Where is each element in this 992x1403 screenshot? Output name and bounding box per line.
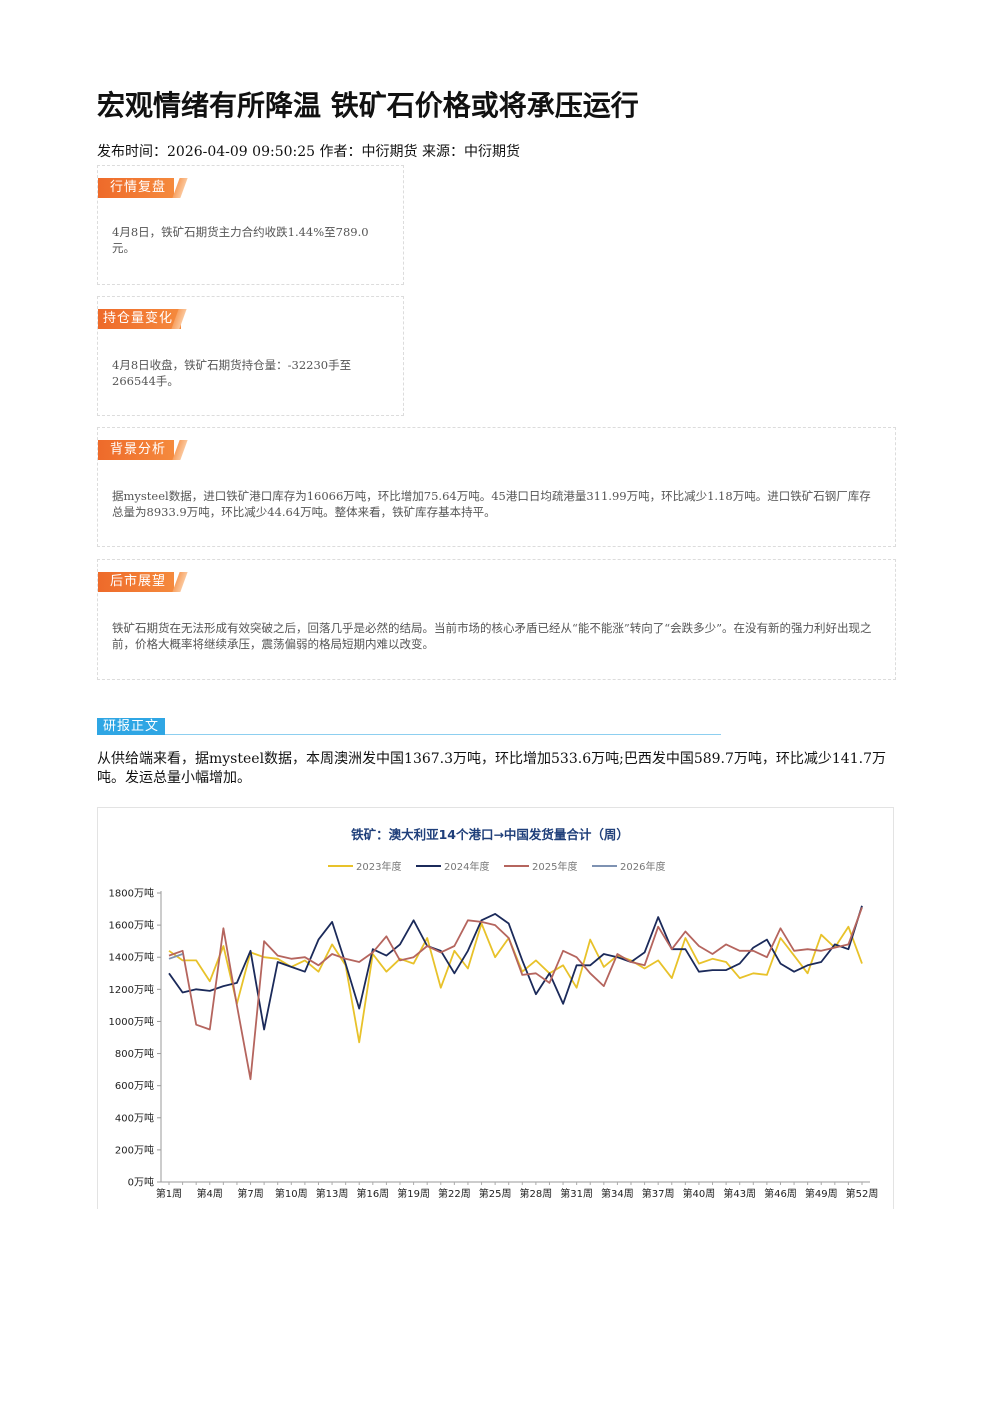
x-tick-label: 第22周 — [438, 1187, 471, 1200]
section-text: 4月8日收盘，铁矿石期货持仓量：-32230手至266544手。 — [112, 358, 352, 388]
shipment-line-chart: 铁矿：澳大利亚14个港口→中国发货量合计（周） 2023年度 2024年度 2025… — [109, 827, 879, 1201]
chart-frame: 铁矿：澳大利亚14个港口→中国发货量合计（周） 2023年度 2024年度 2025… — [97, 807, 894, 1209]
y-tick-label: 1600万吨 — [109, 919, 154, 932]
chart-legend: 2023年度 2024年度 2025年度 2026年度 — [328, 860, 665, 873]
x-tick-label: 第37周 — [642, 1187, 675, 1200]
legend-label: 2025年度 — [532, 860, 577, 873]
legend-item: 2025年度 — [504, 860, 577, 873]
chart-title: 铁矿：澳大利亚14个港口→中国发货量合计（周） — [351, 827, 629, 842]
section-text: 铁矿石期货在无法形成有效突破之后，回落几乎是必然的结局。当前市场的核心矛盾已经从… — [112, 621, 872, 651]
x-tick-label: 第46周 — [764, 1187, 797, 1200]
legend-label: 2024年度 — [444, 860, 489, 873]
article-meta: 发布时间：2026-04-09 09:50:25 作者：中衍期货 来源：中衍期货 — [97, 144, 520, 160]
legend-label: 2026年度 — [620, 860, 665, 873]
y-tick-label: 400万吨 — [115, 1111, 154, 1124]
section-text: 4月8日，铁矿石期货主力合约收跌1.44%至789.0元。 — [112, 225, 369, 255]
x-tick-label: 第40周 — [683, 1187, 716, 1200]
x-tick-label: 第16周 — [356, 1187, 389, 1200]
legend-item: 2024年度 — [416, 860, 489, 873]
series-line — [168, 953, 183, 960]
x-tick-label: 第10周 — [275, 1187, 308, 1200]
y-tick-label: 1200万吨 — [109, 983, 154, 996]
chart-lines — [168, 905, 863, 1081]
y-tick-label: 200万吨 — [115, 1143, 154, 1156]
series-line — [168, 905, 863, 1031]
x-tick-label: 第28周 — [520, 1187, 553, 1200]
article-title: 宏观情绪有所降温 铁矿石价格或将承压运行 — [97, 89, 639, 122]
x-tick-label: 第4周 — [197, 1187, 223, 1200]
series-line — [168, 907, 863, 1081]
x-tick-label: 第34周 — [601, 1187, 634, 1200]
section-tag: 后市展望 — [98, 572, 175, 592]
report-heading: 研报正文 — [97, 716, 721, 736]
x-tick-label: 第43周 — [723, 1187, 756, 1200]
y-tick-label: 1000万吨 — [109, 1015, 154, 1028]
x-tick-label: 第49周 — [805, 1187, 838, 1200]
legend-label: 2023年度 — [356, 860, 401, 873]
x-tick-label: 第7周 — [237, 1187, 263, 1200]
x-tick-label: 第25周 — [479, 1187, 512, 1200]
x-tick-label: 第19周 — [397, 1187, 430, 1200]
tag-decoration — [172, 440, 188, 460]
legend-item: 2023年度 — [328, 860, 401, 873]
y-tick-label: 1800万吨 — [109, 887, 154, 900]
tag-decoration — [172, 572, 188, 592]
y-tick-label: 600万吨 — [115, 1079, 154, 1092]
section-outlook: 后市展望 铁矿石期货在无法形成有效突破之后，回落几乎是必然的结局。当前市场的核心… — [97, 559, 896, 680]
x-tick-label: 第13周 — [316, 1187, 349, 1200]
x-tick-label: 第52周 — [846, 1187, 879, 1200]
report-divider — [165, 734, 721, 735]
y-tick-label: 0万吨 — [128, 1176, 154, 1189]
report-text: 从供给端来看，据mysteel数据，本周澳洲发中国1367.3万吨，环比增加53… — [97, 751, 886, 786]
report-tag: 研报正文 — [97, 718, 166, 735]
section-tag: 持仓量变化 — [98, 309, 182, 329]
chart-axes: 0万吨 200万吨 400万吨 600万吨 800万吨 1000万吨 1200万吨 1400万… — [109, 887, 879, 1201]
section-open-interest: 持仓量变化 4月8日收盘，铁矿石期货持仓量：-32230手至266544手。 — [97, 296, 404, 416]
tag-decoration — [172, 178, 188, 198]
section-text: 据mysteel数据，进口铁矿港口库存为16066万吨，环比增加75.64万吨。… — [112, 489, 871, 519]
section-tag: 背景分析 — [98, 440, 175, 460]
legend-item: 2026年度 — [592, 860, 665, 873]
x-tick-label: 第1周 — [156, 1187, 182, 1200]
section-tag: 行情复盘 — [98, 178, 175, 198]
section-market-review: 行情复盘 4月8日，铁矿石期货主力合约收跌1.44%至789.0元。 — [97, 165, 404, 285]
x-tick-label: 第31周 — [560, 1187, 593, 1200]
section-background-analysis: 背景分析 据mysteel数据，进口铁矿港口库存为16066万吨，环比增加75.… — [97, 427, 896, 547]
y-tick-label: 800万吨 — [115, 1047, 154, 1060]
y-tick-label: 1400万吨 — [109, 951, 154, 964]
